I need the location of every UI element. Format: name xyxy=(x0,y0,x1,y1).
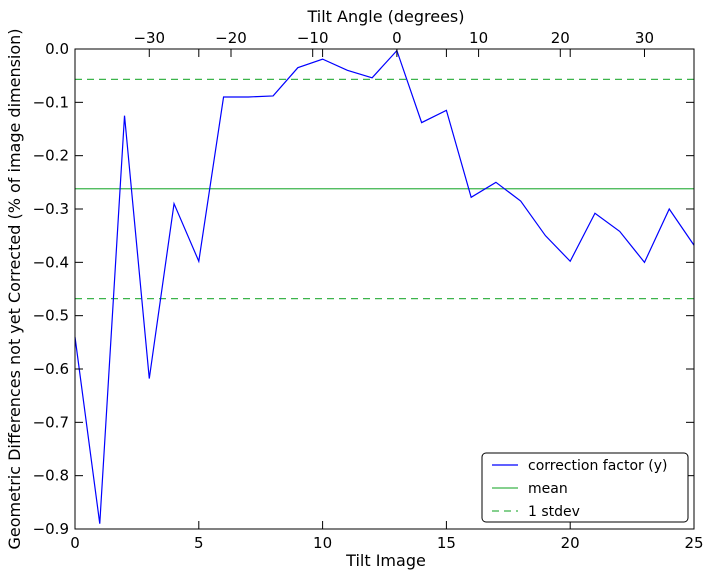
top-tick-label: −10 xyxy=(297,29,329,47)
top-axis-label: Tilt Angle (degrees) xyxy=(306,7,464,26)
plot-frame xyxy=(74,48,695,530)
legend-label: 1 stdev xyxy=(528,504,580,520)
data-point xyxy=(420,121,422,123)
y-tick-label: −0.5 xyxy=(33,307,69,325)
data-point xyxy=(222,96,224,98)
data-point xyxy=(569,260,571,262)
series-line-correction-factor xyxy=(74,49,695,524)
data-point xyxy=(123,114,125,116)
data-point xyxy=(297,66,299,68)
legend-label: mean xyxy=(528,481,568,497)
y-tick-label: −0.4 xyxy=(33,253,69,271)
top-tick-label: 30 xyxy=(635,29,654,47)
top-tick-label: −30 xyxy=(133,29,165,47)
y-axis-label: Geometric Differences not yet Corrected … xyxy=(5,28,24,549)
data-point xyxy=(272,95,274,97)
legend-label: correction factor (y) xyxy=(528,458,667,474)
top-tick-label: 0 xyxy=(392,29,402,47)
top-tick-label: 20 xyxy=(551,29,570,47)
data-point xyxy=(173,202,175,204)
y-tick-label: 0.0 xyxy=(45,40,69,58)
data-point xyxy=(346,69,348,71)
top-tick-label: 10 xyxy=(469,29,488,47)
x-axis-label: Tilt Image xyxy=(345,551,426,570)
data-point xyxy=(470,196,472,198)
y-tick-label: −0.2 xyxy=(33,147,69,165)
data-point xyxy=(371,77,373,79)
data-point xyxy=(544,234,546,236)
x-tick-label: 0 xyxy=(70,534,80,552)
x-tick-label: 25 xyxy=(684,534,703,552)
data-point xyxy=(99,522,101,524)
x-tick-label: 15 xyxy=(437,534,456,552)
x-tick-label: 10 xyxy=(313,534,332,552)
legend: correction factor (y) mean 1 stdev xyxy=(481,452,689,523)
plot-area: 0 5 10 15 20 25 0.0 −0.1 −0.2 −0.3 −0.4 −0.5 −0.6 −0.… xyxy=(33,29,704,552)
top-tick-label: −20 xyxy=(215,29,247,47)
y-tick-label: −0.6 xyxy=(33,360,69,378)
data-point xyxy=(495,181,497,183)
x-tick-label: 5 xyxy=(194,534,204,552)
x-tick-label: 20 xyxy=(561,534,580,552)
y-tick-label: −0.3 xyxy=(33,200,69,218)
data-point xyxy=(445,109,447,111)
y-tick-label: −0.9 xyxy=(33,520,69,538)
y-tick-label: −0.7 xyxy=(33,413,69,431)
data-point xyxy=(643,261,645,263)
y-tick-label: −0.8 xyxy=(33,467,69,485)
y-tick-label: −0.1 xyxy=(33,93,69,111)
data-point xyxy=(619,230,621,232)
data-point xyxy=(148,377,150,379)
data-point xyxy=(198,260,200,262)
data-point xyxy=(321,58,323,60)
data-point xyxy=(594,212,596,214)
data-point xyxy=(668,208,670,210)
data-point xyxy=(247,96,249,98)
data-point xyxy=(519,200,521,202)
legend-box xyxy=(481,452,689,523)
